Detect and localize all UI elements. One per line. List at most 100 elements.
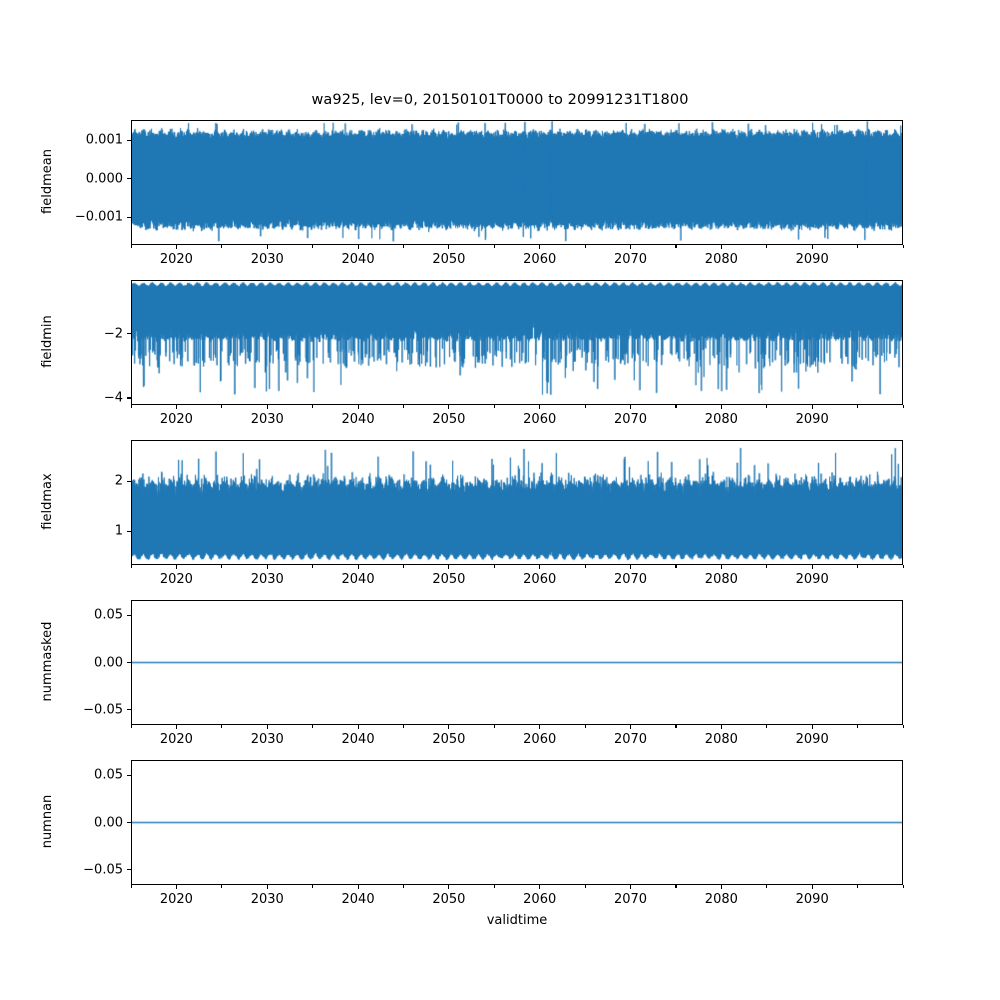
plot-panel-nummasked bbox=[131, 600, 903, 725]
x-tick-label-fieldmean-3: 2050 bbox=[432, 252, 466, 267]
y-tick-label-nummasked-0: 0.05 bbox=[94, 607, 123, 623]
x-minor-tick-nummasked-6 bbox=[675, 725, 677, 728]
x-tick-label-nummasked-6: 2080 bbox=[704, 732, 738, 747]
x-minor-tick-fieldmax-2 bbox=[312, 565, 314, 568]
x-minor-tick-fieldmean-5 bbox=[584, 245, 586, 248]
x-tick-label-fieldmin-2: 2040 bbox=[341, 412, 375, 427]
x-minor-tick-fieldmean-6 bbox=[675, 245, 677, 248]
y-tick-label-nummasked-1: 0.00 bbox=[94, 655, 123, 670]
y-axis-label-numnan: numnan bbox=[39, 794, 55, 848]
y-tick-label-fieldmean-2: −0.001 bbox=[74, 209, 123, 225]
y-tick-label-numnan-2: −0.05 bbox=[83, 862, 123, 878]
x-minor-tick-fieldmax-0 bbox=[130, 565, 132, 568]
y-tick-mark-numnan-0 bbox=[127, 774, 131, 776]
plot-panel-fieldmax bbox=[131, 440, 903, 565]
x-tick-label-fieldmin-1: 2030 bbox=[250, 412, 284, 427]
x-tick-mark-fieldmax-4 bbox=[539, 565, 541, 569]
x-tick-mark-fieldmean-1 bbox=[266, 245, 268, 249]
x-minor-tick-fieldmean-7 bbox=[766, 245, 768, 248]
x-minor-tick-numnan-9 bbox=[902, 885, 904, 888]
x-minor-tick-numnan-0 bbox=[130, 885, 132, 888]
x-tick-mark-fieldmean-5 bbox=[630, 245, 632, 249]
x-tick-mark-nummasked-6 bbox=[720, 725, 722, 729]
x-tick-label-fieldmean-6: 2080 bbox=[704, 252, 738, 267]
figure-title: wa925, lev=0, 20150101T0000 to 20991231T… bbox=[311, 92, 689, 108]
x-tick-label-fieldmean-1: 2030 bbox=[250, 252, 284, 267]
y-tick-mark-fieldmean-0 bbox=[127, 139, 131, 141]
x-tick-mark-numnan-5 bbox=[630, 885, 632, 889]
x-tick-label-fieldmin-0: 2020 bbox=[159, 412, 193, 427]
x-minor-tick-fieldmin-8 bbox=[857, 405, 859, 408]
x-tick-mark-fieldmin-4 bbox=[539, 405, 541, 409]
x-tick-mark-fieldmean-2 bbox=[357, 245, 359, 249]
series-fieldmax bbox=[132, 441, 902, 564]
x-tick-label-fieldmax-5: 2070 bbox=[613, 572, 648, 587]
x-tick-label-fieldmin-3: 2050 bbox=[432, 412, 466, 427]
x-tick-label-numnan-1: 2030 bbox=[250, 892, 284, 907]
y-tick-mark-nummasked-1 bbox=[127, 662, 131, 664]
x-tick-mark-fieldmax-7 bbox=[811, 565, 813, 569]
y-axis-label-fieldmax: fieldmax bbox=[39, 472, 55, 530]
x-tick-mark-nummasked-0 bbox=[175, 725, 177, 729]
x-minor-tick-numnan-6 bbox=[675, 885, 677, 888]
x-minor-tick-fieldmin-1 bbox=[221, 405, 223, 408]
x-tick-mark-fieldmin-0 bbox=[175, 405, 177, 409]
x-tick-label-fieldmin-5: 2070 bbox=[613, 412, 648, 427]
y-tick-label-numnan-0: 0.05 bbox=[94, 767, 123, 783]
x-minor-tick-nummasked-0 bbox=[130, 725, 132, 728]
x-minor-tick-fieldmax-7 bbox=[766, 565, 768, 568]
y-tick-mark-fieldmin-1 bbox=[127, 397, 131, 399]
x-tick-label-fieldmin-4: 2060 bbox=[523, 412, 557, 427]
y-tick-label-fieldmin-1: −4 bbox=[103, 390, 123, 406]
plot-panel-numnan bbox=[131, 760, 903, 885]
x-minor-tick-nummasked-8 bbox=[857, 725, 859, 728]
x-tick-mark-fieldmin-6 bbox=[720, 405, 722, 409]
x-tick-label-nummasked-3: 2050 bbox=[432, 732, 466, 747]
x-tick-mark-fieldmin-2 bbox=[357, 405, 359, 409]
x-tick-mark-fieldmin-7 bbox=[811, 405, 813, 409]
x-tick-label-fieldmax-2: 2040 bbox=[341, 572, 375, 587]
x-tick-label-nummasked-7: 2090 bbox=[795, 732, 829, 747]
x-tick-label-numnan-6: 2080 bbox=[704, 892, 738, 907]
x-minor-tick-fieldmax-1 bbox=[221, 565, 223, 568]
y-tick-mark-numnan-2 bbox=[127, 869, 131, 871]
x-tick-label-fieldmean-2: 2040 bbox=[341, 252, 375, 267]
x-minor-tick-nummasked-5 bbox=[584, 725, 586, 728]
x-minor-tick-numnan-2 bbox=[312, 885, 314, 888]
y-tick-label-fieldmean-1: 0.000 bbox=[85, 171, 123, 187]
x-tick-mark-numnan-4 bbox=[539, 885, 541, 889]
y-axis-label-fieldmin: fieldmin bbox=[39, 314, 55, 368]
x-tick-label-fieldmin-7: 2090 bbox=[795, 412, 829, 427]
x-tick-mark-fieldmax-6 bbox=[720, 565, 722, 569]
x-minor-tick-nummasked-2 bbox=[312, 725, 314, 728]
x-minor-tick-fieldmax-5 bbox=[584, 565, 586, 568]
x-minor-tick-fieldmin-4 bbox=[493, 405, 495, 408]
x-tick-mark-nummasked-1 bbox=[266, 725, 268, 729]
x-tick-label-numnan-4: 2060 bbox=[523, 892, 557, 907]
x-minor-tick-numnan-5 bbox=[584, 885, 586, 888]
y-tick-mark-fieldmean-2 bbox=[127, 216, 131, 218]
x-tick-mark-fieldmin-1 bbox=[266, 405, 268, 409]
x-minor-tick-fieldmin-2 bbox=[312, 405, 314, 408]
y-axis-label-fieldmean: fieldmean bbox=[39, 148, 55, 214]
x-tick-label-numnan-5: 2070 bbox=[613, 892, 648, 907]
y-tick-mark-fieldmax-0 bbox=[127, 480, 131, 482]
series-numnan bbox=[132, 761, 902, 884]
x-tick-mark-numnan-3 bbox=[448, 885, 450, 889]
x-minor-tick-nummasked-9 bbox=[902, 725, 904, 728]
y-tick-label-fieldmax-0: 2 bbox=[114, 473, 123, 489]
x-minor-tick-nummasked-7 bbox=[766, 725, 768, 728]
x-minor-tick-numnan-1 bbox=[221, 885, 223, 888]
x-tick-label-nummasked-4: 2060 bbox=[523, 732, 557, 747]
x-minor-tick-fieldmin-9 bbox=[902, 405, 904, 408]
y-tick-mark-fieldmax-1 bbox=[127, 530, 131, 532]
x-minor-tick-fieldmin-5 bbox=[584, 405, 586, 408]
x-tick-mark-nummasked-3 bbox=[448, 725, 450, 729]
x-minor-tick-numnan-4 bbox=[493, 885, 495, 888]
x-minor-tick-fieldmean-1 bbox=[221, 245, 223, 248]
y-tick-label-fieldmax-1: 1 bbox=[114, 523, 123, 539]
x-tick-mark-fieldmax-5 bbox=[630, 565, 632, 569]
x-tick-label-nummasked-0: 2020 bbox=[159, 732, 193, 747]
x-tick-mark-fieldmax-3 bbox=[448, 565, 450, 569]
x-tick-label-fieldmin-6: 2080 bbox=[704, 412, 738, 427]
